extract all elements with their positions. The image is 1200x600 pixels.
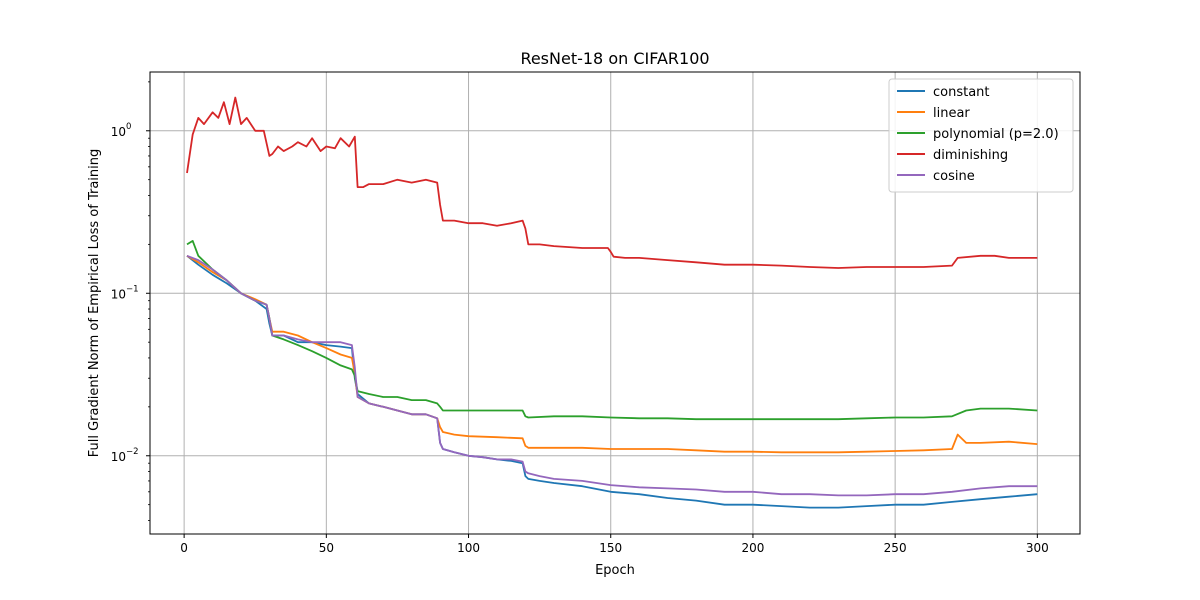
x-axis-title: Epoch — [595, 563, 635, 578]
x-tick-label: 200 — [741, 541, 764, 555]
legend-label: constant — [933, 85, 990, 100]
series-line-cosine — [186, 254, 1038, 497]
legend-label: cosine — [933, 169, 975, 184]
x-tick-label: 0 — [180, 541, 188, 555]
x-tick-label: 100 — [457, 541, 480, 555]
x-tick-label: 300 — [1026, 541, 1049, 555]
legend-label: linear — [933, 106, 970, 121]
legend: constant linear polynomial (p=2.0) diminish… — [888, 78, 1074, 193]
x-axis-ticks: 0 50 100 150 200 250 300 — [180, 534, 1049, 555]
legend-box — [888, 78, 1074, 193]
y-tick-label: 10 — [111, 450, 126, 464]
legend-label: polynomial (p=2.0) — [933, 127, 1059, 142]
series-layer — [186, 96, 1038, 509]
y-tick-exponent: 0 — [126, 122, 131, 132]
x-tick-label: 150 — [599, 541, 622, 555]
legend-label: diminishing — [933, 148, 1008, 163]
y-tick-exponent: −1 — [126, 284, 139, 294]
y-axis-title: Full Gradient Norm of Empirical Loss of … — [87, 149, 102, 458]
y-tick-label: 10 — [111, 287, 126, 301]
x-tick-label: 50 — [319, 541, 334, 555]
series-line-linear — [186, 255, 1038, 454]
y-tick-exponent: −2 — [126, 447, 139, 457]
chart-title: ResNet-18 on CIFAR100 — [520, 49, 709, 68]
series-line-diminishing — [186, 96, 1038, 269]
y-tick-label: 10 — [111, 125, 126, 139]
axes-frame — [149, 71, 1081, 535]
x-tick-label: 250 — [884, 541, 907, 555]
